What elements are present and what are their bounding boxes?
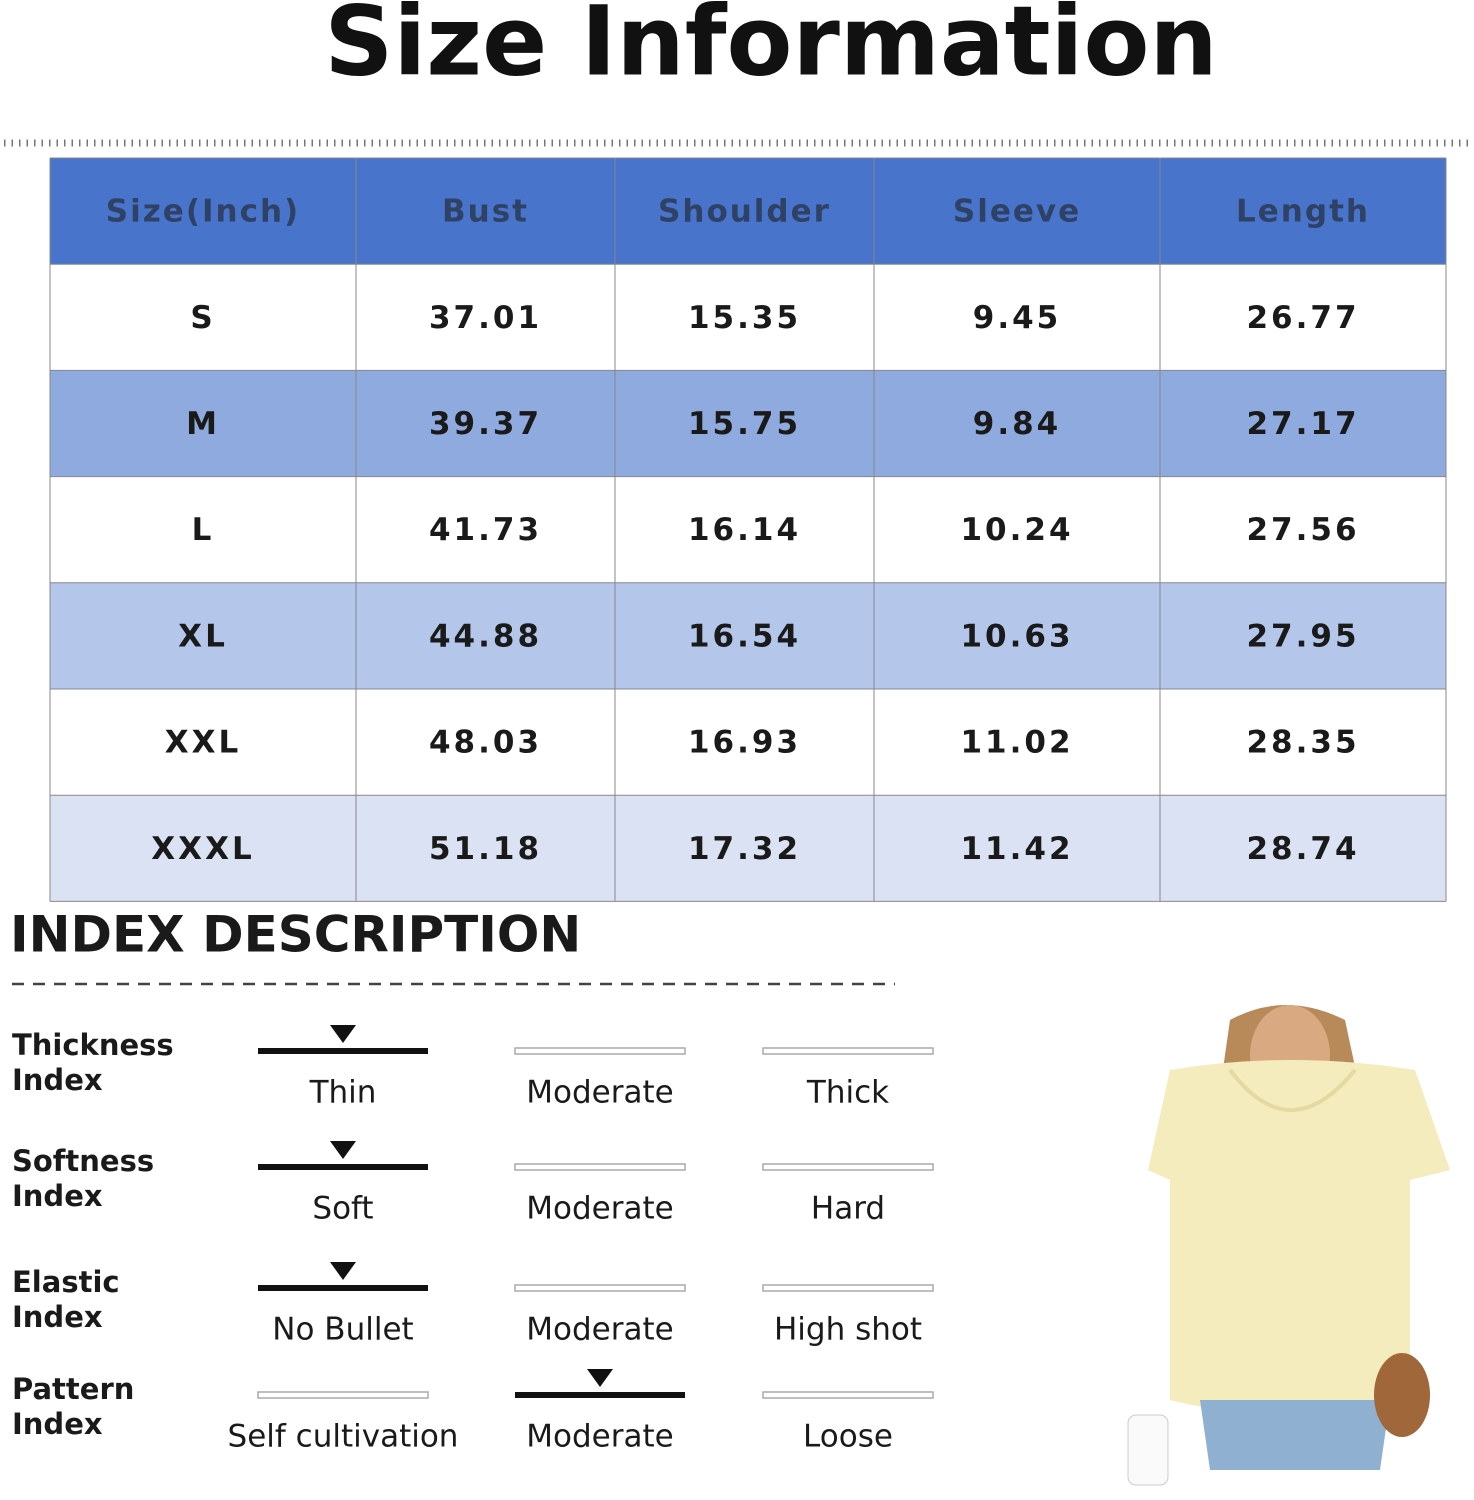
table-cell: 28.35 [1246, 725, 1359, 761]
page-title: Size Information [324, 0, 1217, 97]
selection-marker [587, 1369, 613, 1387]
table-cell: 16.14 [688, 512, 801, 548]
table-cell: XXL [165, 725, 242, 761]
table-cell: 15.35 [688, 300, 801, 336]
table-row [50, 689, 1446, 796]
index-option: Thin [309, 1075, 377, 1111]
index-option: Moderate [526, 1191, 673, 1227]
table-cell: 16.93 [688, 725, 801, 761]
table-cell: XXXL [151, 831, 254, 867]
index-label: Elastic [12, 1265, 120, 1299]
index-option: Self cultivation [228, 1419, 459, 1455]
table-cell: 28.74 [1246, 831, 1359, 867]
column-header: Shoulder [658, 194, 831, 230]
index-label: Thickness [12, 1028, 174, 1062]
table-cell: 9.45 [973, 300, 1062, 336]
column-header: Bust [442, 194, 529, 230]
selection-marker [330, 1262, 356, 1280]
table-header [50, 158, 1446, 265]
index-label: Pattern [12, 1372, 134, 1406]
table-row [50, 582, 1446, 689]
table-cell: 26.77 [1246, 300, 1359, 336]
index-option: Moderate [526, 1075, 673, 1111]
size-table: Size(Inch) Bust Shoulder Sleeve Length S 37.01… [49, 157, 1447, 902]
table-cell: XL [178, 618, 228, 654]
index-label: Index [12, 1179, 103, 1213]
scale-bar [514, 1047, 686, 1055]
table-cell: 37.01 [429, 300, 542, 336]
index-option: Loose [803, 1419, 893, 1455]
table-cell: 11.02 [960, 725, 1073, 761]
table-row [50, 264, 1446, 371]
table-cell: 17.32 [688, 831, 801, 867]
scale-bar [514, 1163, 686, 1171]
index-option: Thick [806, 1075, 889, 1111]
index-label: Softness [12, 1144, 154, 1178]
index-option: High shot [774, 1312, 922, 1348]
index-option: Moderate [526, 1312, 673, 1348]
selection-marker [330, 1025, 356, 1043]
scale-bar [762, 1047, 934, 1055]
table-row [50, 795, 1446, 902]
table-cell: M [186, 406, 220, 442]
table-cell: 44.88 [429, 618, 542, 654]
table-cell: L [192, 512, 215, 548]
index-label: Index [12, 1300, 103, 1334]
table-cell: 27.56 [1246, 512, 1359, 548]
index-option: Moderate [526, 1419, 673, 1455]
table-cell: 51.18 [429, 831, 542, 867]
table-cell: 41.73 [429, 512, 542, 548]
index-label: Index [12, 1407, 103, 1441]
scale-bar [514, 1284, 686, 1292]
table-cell: 9.84 [973, 406, 1062, 442]
table-cell: 16.54 [688, 618, 801, 654]
table-cell: S [190, 300, 215, 336]
selection-marker [330, 1141, 356, 1159]
scale-bar [762, 1391, 934, 1399]
index-label: Index [12, 1063, 103, 1097]
table-row [50, 370, 1446, 477]
table-cell: 10.24 [960, 512, 1073, 548]
index-option: No Bullet [272, 1312, 413, 1348]
table-cell: 10.63 [960, 618, 1073, 654]
column-header: Size(Inch) [106, 194, 300, 230]
table-cell: 15.75 [688, 406, 801, 442]
product-photo [1110, 1000, 1455, 1495]
table-cell: 48.03 [429, 725, 542, 761]
column-header: Length [1236, 194, 1370, 230]
table-cell: 27.95 [1246, 618, 1359, 654]
scale-bar [762, 1284, 934, 1292]
table-row [50, 476, 1446, 583]
index-option: Soft [312, 1191, 373, 1227]
table-cell: 39.37 [429, 406, 542, 442]
table-cell: 11.42 [960, 831, 1073, 867]
scale-bar [762, 1163, 934, 1171]
index-option: Hard [811, 1191, 885, 1227]
section-title: INDEX DESCRIPTION [10, 906, 581, 964]
table-cell: 27.17 [1246, 406, 1359, 442]
scale-bar [257, 1391, 429, 1399]
column-header: Sleeve [953, 194, 1081, 230]
